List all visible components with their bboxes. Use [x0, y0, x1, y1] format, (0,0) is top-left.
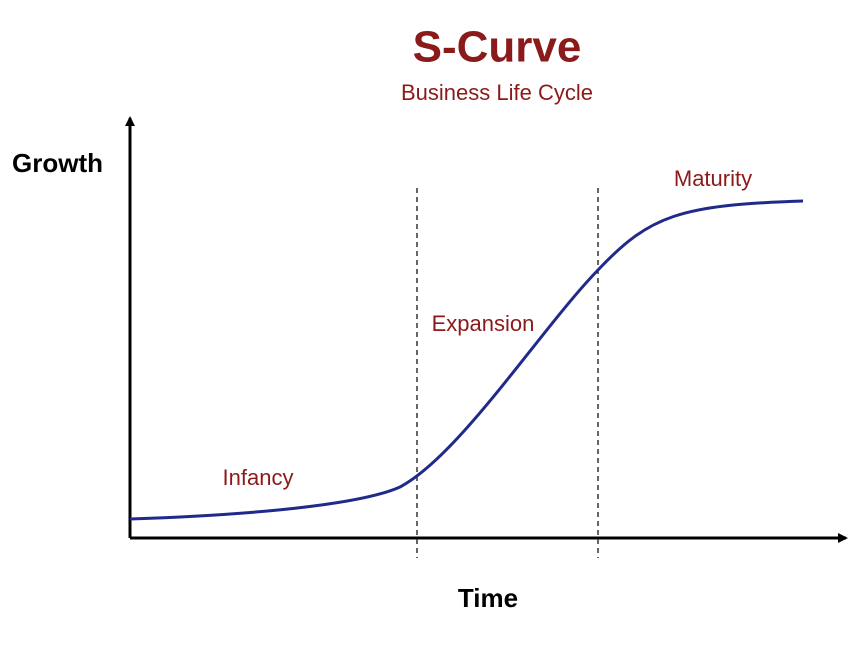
stage-label: Infancy	[223, 465, 294, 490]
stage-label: Maturity	[674, 166, 752, 191]
subtitle: Business Life Cycle	[401, 80, 593, 105]
x-axis-label: Time	[458, 583, 518, 613]
title: S-Curve	[413, 23, 582, 72]
y-axis-label: Growth	[12, 148, 103, 178]
s-curve	[129, 199, 804, 521]
stage-label: Expansion	[432, 311, 535, 336]
